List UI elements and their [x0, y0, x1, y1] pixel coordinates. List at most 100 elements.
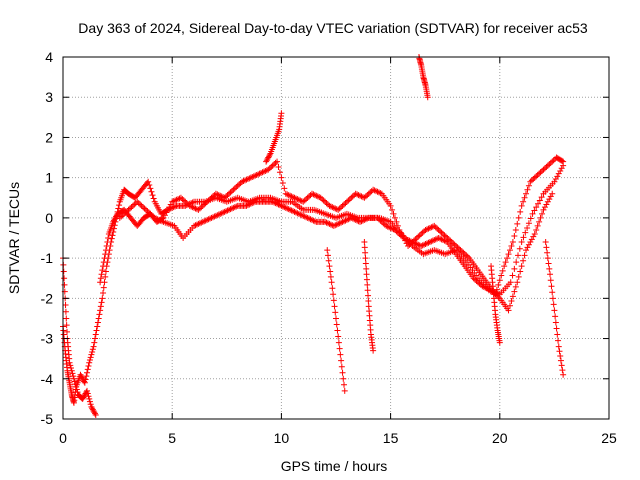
data-point: [86, 357, 93, 364]
data-point: [375, 189, 382, 196]
data-point: [307, 216, 314, 223]
data-point: [94, 323, 101, 330]
data-point: [539, 210, 546, 217]
data-point: [264, 155, 271, 162]
data-point: [202, 217, 209, 224]
data-point: [278, 174, 285, 181]
data-point: [332, 309, 339, 316]
data-point: [496, 277, 503, 284]
data-point: [327, 273, 334, 280]
data-point: [66, 359, 73, 366]
data-point: [341, 381, 348, 388]
data-point: [438, 236, 445, 243]
data-point: [402, 235, 409, 242]
data-point: [100, 284, 107, 291]
data-point: [520, 257, 527, 264]
data-point: [509, 293, 516, 300]
data-point: [339, 369, 346, 376]
data-point: [138, 202, 145, 209]
data-point: [320, 197, 327, 204]
data-point: [108, 235, 115, 242]
data-point: [422, 226, 429, 233]
data-point: [546, 161, 553, 168]
data-point: [536, 197, 543, 204]
data-point: [437, 235, 444, 242]
data-point: [211, 213, 218, 220]
data-point: [333, 221, 340, 228]
data-point: [279, 203, 286, 210]
y-tick-label: -5: [41, 411, 54, 427]
y-tick-label: 3: [45, 89, 53, 105]
data-point: [98, 271, 105, 278]
data-point: [96, 311, 103, 318]
data-point: [288, 193, 295, 200]
data-point: [552, 313, 559, 320]
y-tick-label: 1: [45, 170, 53, 186]
data-point: [549, 158, 556, 165]
data-point: [278, 202, 285, 209]
data-point: [294, 196, 301, 203]
data-point: [429, 223, 436, 230]
data-point: [236, 181, 243, 188]
data-point: [504, 255, 511, 262]
data-point: [348, 214, 355, 221]
data-point: [557, 352, 564, 359]
data-point: [300, 212, 307, 219]
data-point: [354, 217, 361, 224]
data-point: [83, 389, 90, 396]
data-point: [546, 265, 553, 272]
data-point: [514, 279, 521, 286]
data-point: [282, 204, 289, 211]
data-point: [463, 252, 470, 259]
data-point: [169, 204, 176, 211]
data-point: [434, 225, 441, 232]
data-point: [331, 303, 338, 310]
data-point: [545, 260, 552, 267]
data-point: [288, 207, 295, 214]
data-point: [518, 239, 525, 246]
data-point: [322, 198, 329, 205]
data-point: [546, 196, 553, 203]
data-point: [262, 167, 269, 174]
data-point: [62, 308, 69, 315]
data-point: [276, 169, 283, 176]
data-point: [285, 206, 292, 213]
data-point: [396, 230, 403, 237]
data-point: [110, 217, 117, 224]
data-point: [513, 259, 520, 266]
data-point: [559, 367, 566, 374]
data-point: [161, 212, 168, 219]
data-point: [551, 307, 558, 314]
data-point: [525, 241, 532, 248]
data-point: [342, 217, 349, 224]
data-point: [256, 170, 263, 177]
data-point: [483, 285, 490, 292]
data-point: [345, 197, 352, 204]
data-point: [100, 263, 107, 270]
data-point: [534, 222, 541, 229]
data-point: [511, 288, 518, 295]
data-point: [99, 295, 106, 302]
data-point: [209, 214, 216, 221]
data-point: [394, 222, 401, 229]
data-point: [432, 224, 439, 231]
data-point: [193, 206, 200, 213]
series-main-band-c: [116, 190, 556, 314]
data-point: [265, 166, 272, 173]
data-point: [68, 367, 75, 374]
data-point: [103, 243, 110, 250]
data-point: [328, 279, 335, 286]
data-point: [361, 239, 368, 246]
data-point: [413, 241, 420, 248]
data-point: [470, 275, 477, 282]
data-point: [311, 192, 318, 199]
data-point: [538, 194, 545, 201]
data-point: [549, 289, 556, 296]
data-point: [195, 206, 202, 213]
data-point: [393, 218, 400, 225]
data-point: [547, 193, 554, 200]
data-point: [189, 204, 196, 211]
data-point: [335, 333, 342, 340]
data-point: [391, 214, 398, 221]
data-point: [166, 204, 173, 211]
